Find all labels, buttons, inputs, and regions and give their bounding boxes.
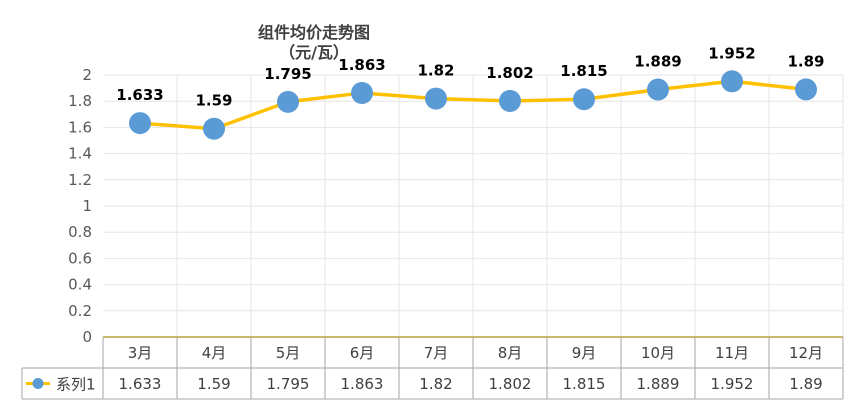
data-label: 1.802 [486,64,533,82]
x-category-label: 9月 [572,344,597,362]
y-tick-label: 1.8 [68,92,92,110]
y-tick-label: 0 [82,328,92,346]
data-label: 1.59 [195,92,232,110]
data-label: 1.633 [116,86,163,104]
data-point [647,78,669,101]
x-category-label: 11月 [715,344,749,362]
x-category-label: 10月 [641,344,675,362]
table-value-cell: 1.795 [267,375,310,393]
table-value-cell: 1.82 [419,375,452,393]
table-value-cell: 1.802 [489,375,532,393]
data-label: 1.89 [787,52,824,70]
chart-subtitle: （元/瓦） [279,43,349,62]
data-label: 1.815 [560,62,607,80]
data-table: 3月 4月 5月 6月 7月 8月 9月 10月 11月 12月 1.633 1.59 1.795 1.8… [21,336,844,400]
data-point [129,112,151,135]
data-point [351,81,373,104]
data-label: 1.863 [338,56,385,74]
x-category-label: 6月 [350,344,375,362]
table-value-cell: 1.59 [197,375,230,393]
table-value-cell: 1.633 [119,375,162,393]
y-tick-label: 0.4 [68,276,92,294]
legend-marker-key [32,378,44,389]
data-point [573,88,595,111]
y-tick-label: 0.6 [68,249,92,267]
x-category-label: 5月 [276,344,301,362]
data-point [499,89,521,112]
y-tick-label: 0.2 [68,302,92,320]
x-category-label: 3月 [128,344,153,362]
y-tick-label: 0.8 [68,223,92,241]
series-1: 1.633 1.59 1.795 1.863 1.82 1.802 1.815 1.889 1.… [116,44,825,140]
table-value-cell: 1.889 [637,375,680,393]
y-tick-label: 1.6 [68,118,92,136]
data-point [425,87,447,110]
y-tick-label: 1 [82,197,92,215]
data-label: 1.952 [708,44,755,62]
x-category-label: 4月 [202,344,227,362]
y-tick-label: 1.4 [68,145,92,163]
table-value-cell: 1.815 [563,375,606,393]
chart-title: 组件均价走势图 [258,23,370,42]
data-label: 1.889 [634,53,681,71]
data-label: 1.795 [264,65,311,83]
data-label: 1.82 [417,62,454,80]
data-point [203,117,225,140]
gridlines [103,74,844,337]
x-category-label: 7月 [424,344,449,362]
x-category-label: 12月 [789,344,823,362]
table-value-cell: 1.89 [789,375,822,393]
data-point [277,90,299,113]
data-point [795,78,817,101]
legend-series-name: 系列1 [56,376,96,394]
data-point [721,70,743,93]
x-category-label: 8月 [498,344,523,362]
y-tick-label: 2 [82,66,92,84]
y-tick-label: 1.2 [68,171,92,189]
series-line [139,79,807,131]
y-axis-ticks: 0 0.2 0.4 0.6 0.8 1 1.2 1.4 1.6 1.8 2 [68,66,92,346]
table-value-cell: 1.952 [711,375,754,393]
table-value-cell: 1.863 [341,375,384,393]
